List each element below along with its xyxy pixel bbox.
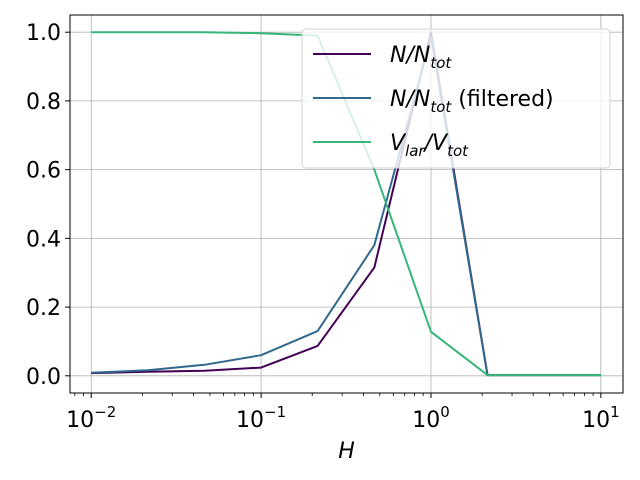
- y-tick-label: 0.8: [26, 90, 61, 115]
- legend-box: [301, 28, 611, 169]
- x-tick-label: 101: [582, 403, 620, 433]
- x-tick-label: 100: [412, 403, 450, 433]
- y-tick-label: 0.4: [26, 227, 61, 252]
- legend: N/Ntot N/Ntot (filtered) Vlar/Vtot: [301, 28, 611, 169]
- plot-frame: [69, 14, 624, 394]
- y-tick-label: 0.0: [26, 365, 61, 390]
- x-axis-label: H: [338, 439, 355, 464]
- legend-label: Vlar/Vtot: [390, 131, 469, 160]
- y-tick-label: 0.6: [26, 159, 61, 184]
- y-tick-label: 1.0: [26, 21, 61, 46]
- legend-label: N/Ntot: [390, 43, 452, 72]
- y-tick-label: 0.2: [26, 296, 61, 321]
- legend-label: N/Ntot (filtered): [390, 87, 554, 116]
- axis-ticks: 10−2 10−1 100 101 0.0 0.2 0.4 0.6 0.8 1.0: [26, 21, 620, 433]
- x-tick-label: 10−1: [236, 403, 286, 433]
- x-tick-label: 10−2: [66, 403, 116, 433]
